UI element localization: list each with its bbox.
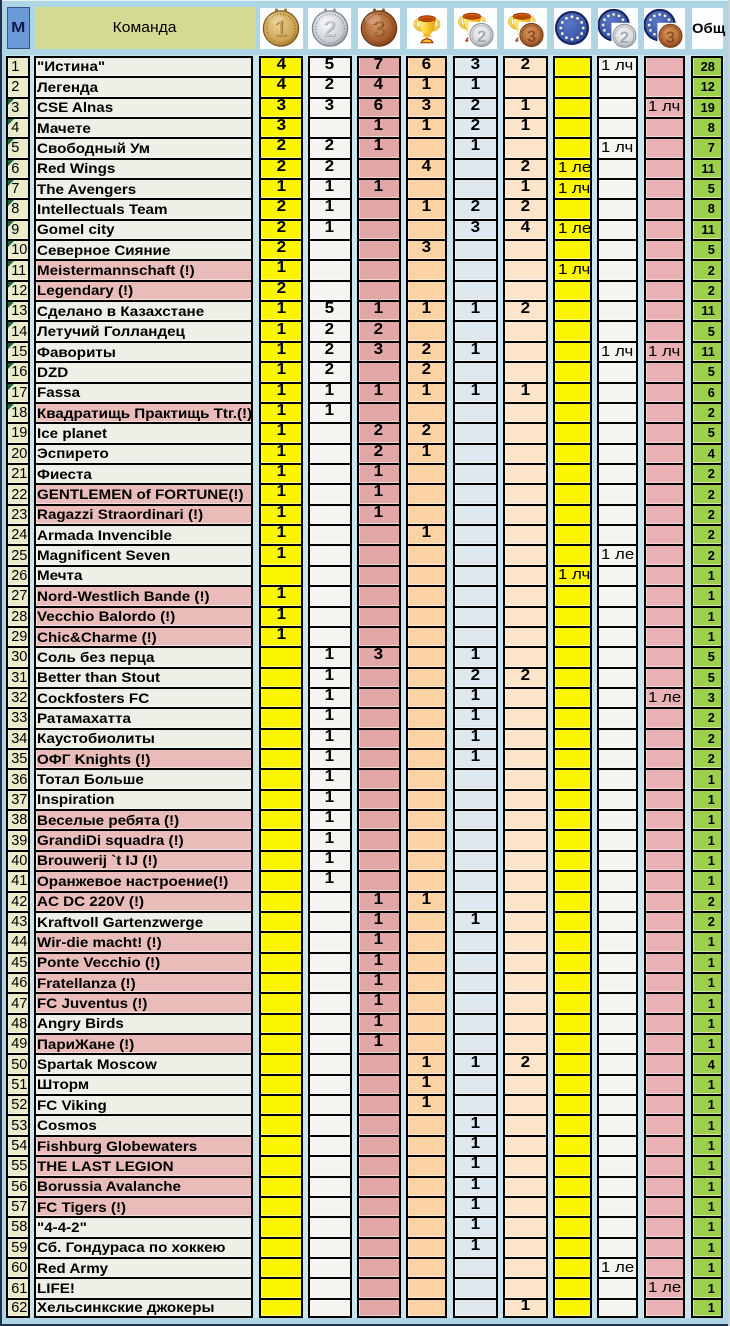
svg-text:3: 3 [666, 28, 675, 47]
svg-text:2: 2 [619, 28, 628, 47]
svg-text:2: 2 [323, 15, 336, 41]
svg-text:3: 3 [372, 16, 385, 42]
svg-text:3: 3 [372, 15, 385, 41]
svg-text:1: 1 [274, 15, 287, 41]
svg-text:2: 2 [477, 27, 486, 46]
svg-text:2: 2 [323, 16, 336, 42]
svg-text:3: 3 [527, 27, 536, 46]
svg-text:1: 1 [275, 16, 288, 42]
